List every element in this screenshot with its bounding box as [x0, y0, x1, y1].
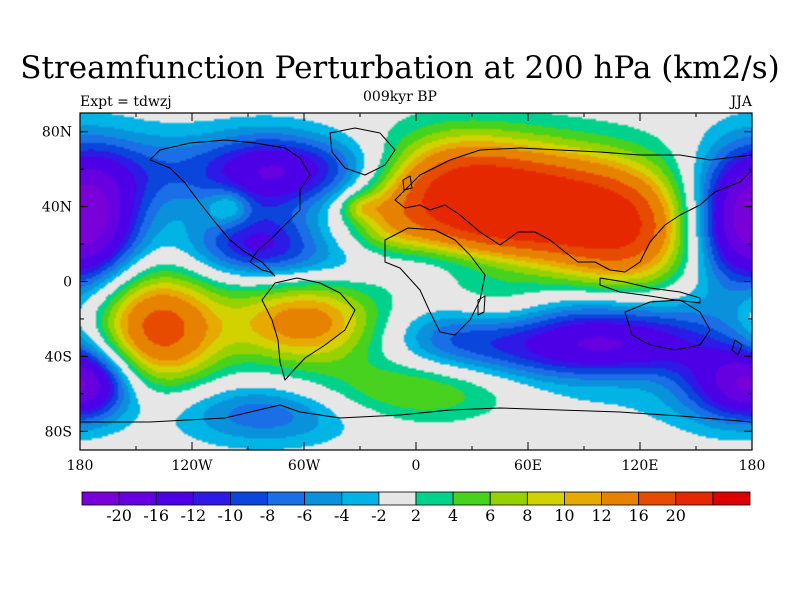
experiment-label: Expt = tdwzj [80, 94, 172, 110]
colorbar-box [452, 491, 491, 506]
lat-tick-label: 80S [45, 424, 72, 440]
colorbar-label: -12 [180, 506, 206, 525]
colorbar-label: 20 [666, 506, 686, 525]
lon-tick-label: 180 [739, 458, 766, 474]
colorbar-box [81, 491, 120, 506]
coast-australia [624, 299, 711, 351]
coastlines [80, 127, 752, 423]
colorbar-box [526, 491, 565, 506]
colorbar-box [675, 491, 714, 506]
longitude-axis: 180 120W 60W 0 60E 120E 180 [67, 113, 766, 474]
lon-tick-label: 60W [288, 458, 321, 474]
season-label: JJA [730, 94, 752, 110]
colorbar-box [564, 491, 602, 506]
lon-tick-label: 60E [514, 458, 542, 474]
coast-eurasia [394, 147, 752, 273]
coast-antarctica [80, 404, 752, 423]
colorbar-label: 6 [485, 506, 495, 525]
map-area [79, 112, 753, 451]
plot-title: Streamfunction Perturbation at 200 hPa (… [20, 50, 780, 86]
coast-greenland [329, 127, 396, 176]
colorbar-label: -4 [334, 506, 350, 525]
lon-tick-label: 120E [622, 458, 659, 474]
colorbar-label: -2 [371, 506, 387, 525]
streamfunction-field [80, 113, 752, 450]
colorbar-box [155, 491, 194, 506]
colorbar-label: 12 [591, 506, 611, 525]
colorbar-box [638, 491, 677, 506]
colorbar-label: 10 [554, 506, 574, 525]
coast-africa [384, 227, 486, 336]
colorbar-box [230, 491, 268, 506]
lat-tick-label: 40S [45, 349, 72, 365]
colorbar-box [712, 491, 751, 506]
colorbar-box [415, 491, 454, 506]
coast-new-zealand [731, 339, 743, 356]
lon-tick-label: 180 [67, 458, 94, 474]
coast-north-america [149, 139, 311, 277]
colorbar-box [192, 491, 231, 506]
coast-britain [402, 175, 413, 191]
colorbar-box [267, 491, 306, 506]
colorbar-box [341, 491, 380, 506]
lat-tick-label: 80N [42, 125, 72, 141]
coast-madagascar [477, 295, 486, 316]
lat-tick-label: 40N [42, 200, 72, 216]
colorbar-label: -6 [297, 506, 313, 525]
time-label: 009kyr BP [363, 89, 437, 105]
lon-tick-label: 120W [171, 458, 213, 474]
colorbar-box [489, 491, 528, 506]
colorbar-label: -10 [218, 506, 244, 525]
lat-tick-label: 0 [63, 275, 72, 291]
lon-tick-label: 0 [412, 458, 421, 474]
colorbar-label: 2 [411, 506, 421, 525]
colorbar-box [601, 491, 640, 506]
coast-indonesia [599, 277, 701, 304]
coast-south-america [261, 277, 356, 381]
colorbar-label: -20 [106, 506, 132, 525]
latitude-axis: 80N 40N 0 40S 80S [42, 112, 752, 451]
colorbar-label: 4 [448, 506, 458, 525]
colorbar-box [304, 491, 343, 506]
colorbar-box [118, 491, 157, 506]
colorbar: -20 -16 -12 -10 -8 -6 -4 -2 2 4 6 8 10 12 16 20 [81, 491, 751, 525]
colorbar-label: -8 [260, 506, 276, 525]
colorbar-box [378, 491, 417, 506]
colorbar-label: 16 [628, 506, 648, 525]
colorbar-label: -16 [143, 506, 169, 525]
colorbar-label: 8 [522, 506, 532, 525]
